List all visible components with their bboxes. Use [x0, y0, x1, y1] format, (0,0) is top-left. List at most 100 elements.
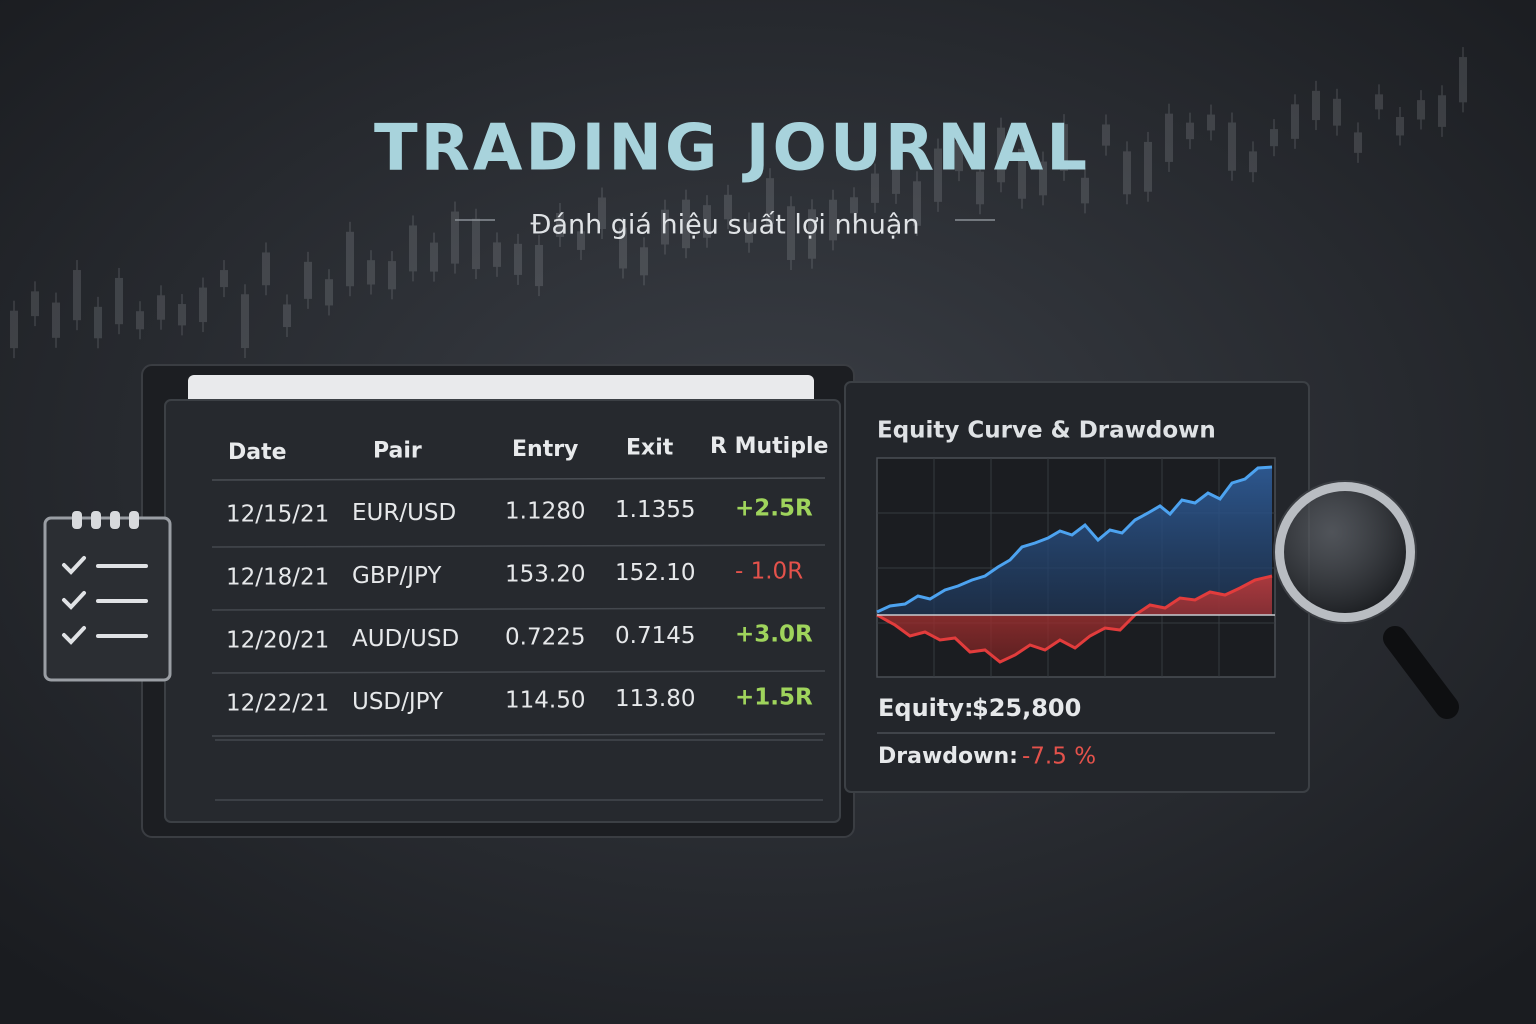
table-cell: 1.1355 [615, 497, 695, 523]
candle-body [493, 242, 501, 267]
candle-body [871, 173, 879, 203]
candle-body [241, 294, 249, 349]
header-divider [211, 477, 826, 481]
candle-body [1291, 104, 1299, 139]
candle-body [31, 291, 39, 317]
candle-body [472, 218, 480, 270]
candle-body [409, 225, 417, 272]
candle-body [661, 209, 669, 245]
r-multiple: +1.5R [735, 685, 813, 711]
checklist-icon [43, 511, 172, 682]
candle-body [640, 247, 648, 276]
table-cell: 152.10 [615, 560, 695, 586]
candle-body [1228, 122, 1236, 171]
candle-body [997, 127, 1005, 183]
candle-body [976, 171, 984, 205]
magnifier [1273, 480, 1459, 719]
candle-body [1417, 100, 1425, 120]
candle-body [430, 242, 438, 272]
table-cell: 1.1280 [505, 499, 585, 525]
table-cell: EUR/USD [352, 500, 456, 526]
candle-body [304, 261, 312, 299]
row-divider [211, 607, 826, 611]
candle-body [892, 163, 900, 194]
candle-body [1039, 161, 1047, 196]
candle-body [73, 270, 81, 321]
table-cell: 0.7225 [505, 625, 585, 651]
candle-body [1186, 122, 1194, 140]
table-cell: 12/18/21 [226, 565, 329, 591]
candle-body [745, 222, 753, 243]
candle-body [1354, 132, 1362, 153]
candle-body [178, 304, 186, 326]
equity-value: $25,800 [972, 694, 1081, 722]
drawdown-value: -7.5 % [1022, 744, 1096, 770]
table-cell: AUD/USD [352, 626, 459, 652]
trade-table: Date Pair Entry Exit R Mutiple 12/15/21 EUR/US… [211, 434, 828, 737]
candle-body [766, 178, 774, 224]
subtitle: Đánh giá hiệu suất lợi nhuận [531, 210, 920, 241]
candle-body [598, 197, 606, 230]
column-header: R Mutiple [710, 434, 828, 459]
r-multiple: +3.0R [735, 622, 813, 648]
candle-body [1018, 148, 1026, 199]
table-cell: 12/15/21 [226, 502, 329, 528]
candle-body [514, 243, 522, 275]
candle-body [682, 199, 690, 249]
candle-body [1165, 113, 1173, 162]
candle-body [724, 194, 732, 220]
table-cell: 12/20/21 [226, 628, 329, 654]
candle-body [829, 199, 837, 241]
candle-body [1060, 124, 1068, 171]
title: TRADING JOURNAL [374, 112, 1090, 186]
background-candles [10, 47, 1467, 359]
candle-body [1333, 98, 1341, 126]
candle-body [388, 261, 396, 290]
r-multiple: - 1.0R [735, 559, 803, 585]
candle-body [1375, 94, 1383, 110]
table-cell: USD/JPY [352, 689, 444, 715]
candle-body [136, 311, 144, 330]
column-header: Date [228, 440, 287, 465]
candle-body [1438, 95, 1446, 127]
r-multiple: +2.5R [735, 496, 813, 522]
candle-body [703, 205, 711, 238]
candle-body [220, 270, 228, 288]
candle-body [199, 287, 207, 323]
candle-body [934, 148, 942, 202]
candle-body [1459, 57, 1467, 103]
column-header: Entry [512, 437, 578, 462]
table-cell: GBP/JPY [352, 563, 442, 589]
candle-body [619, 227, 627, 269]
candle-body [1081, 177, 1089, 204]
candle-body [1270, 129, 1278, 147]
candle-body [262, 252, 270, 286]
candle-body [1123, 151, 1131, 195]
candle-body [808, 209, 816, 259]
table-cell: 0.7145 [615, 623, 695, 649]
column-header: Pair [373, 439, 422, 464]
candle-body [115, 277, 123, 325]
chart-illustration [876, 457, 1276, 678]
column-header: Exit [626, 436, 674, 461]
candle-body [1249, 151, 1257, 173]
candle-body [1102, 124, 1110, 146]
candle-body [850, 197, 858, 214]
table-cell: 153.20 [505, 562, 585, 588]
candle-body [1312, 90, 1320, 121]
table-cell: 12/22/21 [226, 691, 329, 717]
candle-body [577, 231, 585, 250]
panel-title: Equity Curve & Drawdown [877, 418, 1216, 444]
row-divider [211, 733, 826, 737]
candle-body [367, 260, 375, 285]
candle-body [451, 211, 459, 264]
candle-body [535, 244, 543, 287]
candle-body [955, 141, 963, 172]
candle-body [1144, 141, 1152, 192]
candle-body [52, 302, 60, 338]
candle-body [556, 212, 564, 237]
row-divider [211, 670, 826, 674]
candle-body [157, 295, 165, 320]
candle-body [787, 206, 795, 260]
